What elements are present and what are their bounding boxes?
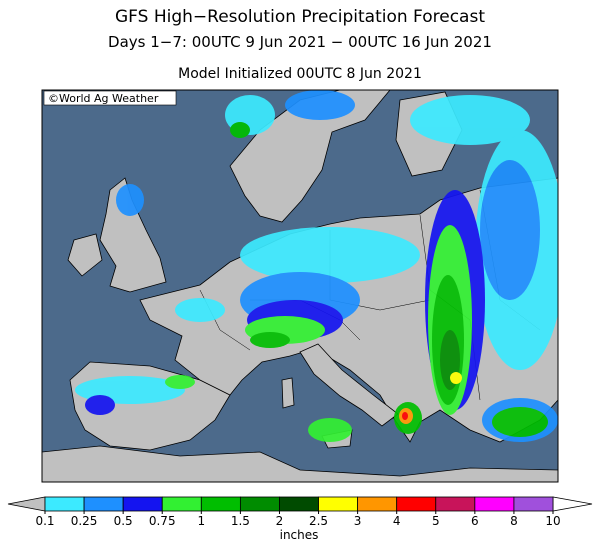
tick-label: 0.25 xyxy=(71,514,98,528)
tick-label: 0.5 xyxy=(114,514,133,528)
map: ©World Ag Weather xyxy=(41,89,559,483)
tick-label: 8 xyxy=(510,514,518,528)
color-bin xyxy=(122,496,163,512)
color-bin xyxy=(318,496,359,512)
tick-label: 6 xyxy=(471,514,479,528)
over-arrow xyxy=(552,496,593,512)
tick-label: 2.5 xyxy=(309,514,328,528)
color-bin xyxy=(396,496,437,512)
color-bin xyxy=(239,496,280,512)
sardinia xyxy=(281,377,295,409)
credit: ©World Ag Weather xyxy=(48,92,159,105)
color-bin xyxy=(279,496,319,512)
ireland xyxy=(67,233,103,277)
title: GFS High−Resolution Precipitation Foreca… xyxy=(115,7,485,27)
subtitle: Days 1−7: 00UTC 9 Jun 2021 − 00UTC 16 Ju… xyxy=(108,33,492,51)
color-bin xyxy=(435,496,476,512)
tick-label: 10 xyxy=(545,514,560,528)
tick-label: 3 xyxy=(354,514,362,528)
colorbar: 0.1 0.25 0.5 0.75 1 1.5 2 2.5 3 4 5 6 8 10 inches xyxy=(7,496,593,542)
tick-label: 4 xyxy=(393,514,401,528)
italy xyxy=(299,343,399,427)
colorbar-label: inches xyxy=(280,528,319,542)
color-bin xyxy=(357,496,398,512)
initialized: Model Initialized 00UTC 8 Jun 2021 xyxy=(178,66,422,82)
tick-label: 0.75 xyxy=(149,514,176,528)
tick-label: 1.5 xyxy=(231,514,250,528)
tick-label: 5 xyxy=(432,514,440,528)
precip xyxy=(75,90,558,442)
map-frame xyxy=(41,89,559,483)
color-bin xyxy=(474,496,515,512)
credit-box xyxy=(43,90,177,106)
africa xyxy=(42,445,558,482)
color-bin xyxy=(44,496,85,512)
color-bin xyxy=(200,496,241,512)
under-arrow xyxy=(7,496,46,512)
tick-label: 2 xyxy=(276,514,284,528)
color-bin xyxy=(161,496,202,512)
tick-label: 1 xyxy=(197,514,205,528)
color-bin xyxy=(513,496,554,512)
tick-label: 0.1 xyxy=(35,514,54,528)
color-bin xyxy=(83,496,124,512)
